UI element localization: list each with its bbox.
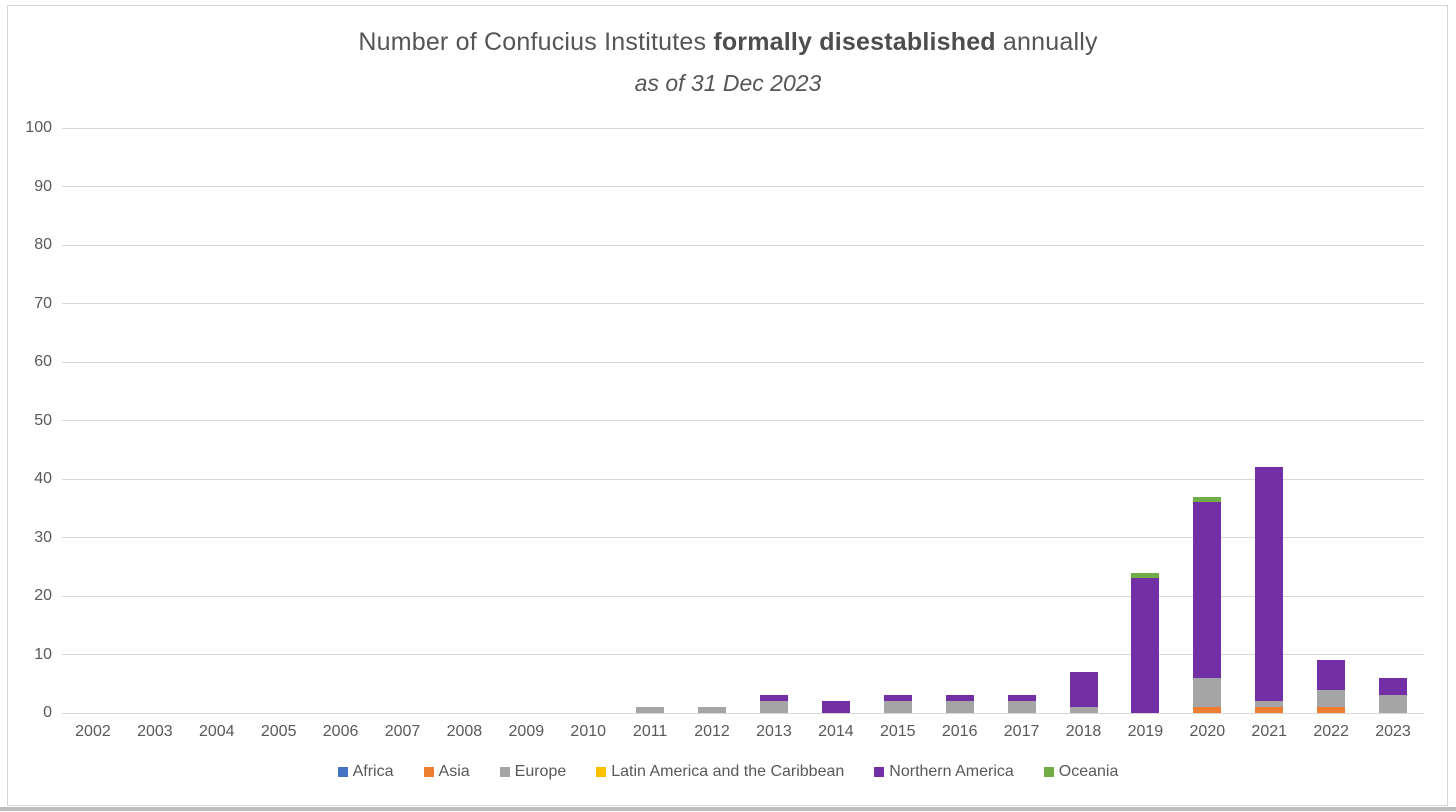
x-axis-label-2004: 2004 — [198, 723, 235, 740]
x-axis-label-2006: 2006 — [322, 723, 359, 740]
bar-segment-europe-2012 — [698, 707, 727, 713]
bar-segment-asia-2020 — [1193, 707, 1222, 713]
legend-label: Europe — [514, 763, 567, 780]
x-axis-label-2003: 2003 — [137, 723, 173, 740]
bar-segment-europe-2018 — [1069, 707, 1098, 713]
legend-item-latin-america-and-the-caribbean: Latin America and the Caribbean — [596, 763, 844, 781]
x-axis-label-2013: 2013 — [756, 723, 792, 740]
bar-segment-asia-2021 — [1255, 707, 1284, 713]
bar-segment-northern-america-2022 — [1317, 660, 1346, 690]
legend-swatch-icon — [596, 767, 607, 777]
gridline-40 — [62, 478, 1424, 480]
bar-segment-northern-america-2023 — [1379, 677, 1408, 696]
bar-segment-northern-america-2020 — [1193, 502, 1222, 678]
x-axis-label-2010: 2010 — [570, 723, 607, 740]
chart-frame — [7, 5, 1448, 806]
x-axis-label-2022: 2022 — [1313, 723, 1349, 740]
chart-title-part2: annually — [995, 28, 1098, 56]
bar-segment-asia-2022 — [1317, 707, 1346, 713]
bar-segment-europe-2023 — [1379, 695, 1408, 713]
y-axis-tick-label: 40 — [34, 470, 52, 487]
bar-segment-northern-america-2021 — [1255, 467, 1284, 702]
x-axis-label-2017: 2017 — [1003, 723, 1040, 740]
chart-legend: Africa Asia Europe Latin America and the Ca… — [0, 763, 1456, 781]
x-axis-label-2008: 2008 — [446, 723, 483, 740]
gridline-20 — [62, 595, 1424, 597]
bar-segment-northern-america-2018 — [1069, 672, 1098, 708]
y-axis-tick-label: 70 — [34, 294, 52, 312]
x-axis-label-2007: 2007 — [384, 723, 421, 740]
chart-title-bold: formally disestablished — [713, 28, 996, 56]
bar-segment-europe-2016 — [945, 701, 974, 713]
gridline-30 — [62, 537, 1424, 538]
y-axis-tick-label: 0 — [43, 704, 52, 721]
gridline-60 — [62, 361, 1424, 363]
legend-swatch-icon — [1043, 767, 1054, 777]
x-axis-label-2011: 2011 — [632, 723, 668, 740]
chart-title-part1: Number of Confucius Institutes — [358, 28, 714, 56]
gridline-100 — [62, 127, 1424, 129]
y-axis-tick-label: 10 — [34, 645, 52, 663]
gridline-70 — [62, 303, 1424, 304]
bar-segment-europe-2021 — [1255, 701, 1284, 708]
x-axis-label-2021: 2021 — [1251, 723, 1288, 740]
bar-segment-europe-2022 — [1317, 689, 1346, 708]
bar-segment-europe-2015 — [883, 701, 912, 713]
legend-label: Latin America and the Caribbean — [611, 763, 845, 780]
x-axis-label-2005: 2005 — [260, 723, 297, 740]
legend-item-asia: Asia — [423, 763, 470, 781]
bar-segment-europe-2017 — [1007, 701, 1036, 713]
x-axis-label-2014: 2014 — [818, 723, 854, 740]
x-axis-label-2023: 2023 — [1375, 723, 1411, 740]
y-axis-tick-label: 90 — [34, 177, 52, 195]
legend-swatch-icon — [423, 767, 434, 777]
legend-label: Oceania — [1058, 763, 1119, 780]
x-axis-label-2020: 2020 — [1189, 723, 1226, 740]
x-axis-label-2012: 2012 — [694, 723, 730, 740]
bar-segment-northern-america-2014 — [821, 701, 850, 713]
bar-segment-northern-america-2013 — [759, 695, 788, 702]
x-axis-label-2016: 2016 — [941, 723, 978, 740]
chart-title: Number of Confucius Institutes formally … — [0, 28, 1456, 57]
bar-segment-europe-2011 — [636, 707, 665, 713]
y-axis-tick-label: 30 — [34, 528, 52, 546]
y-axis-tick-label: 100 — [25, 119, 52, 136]
legend-item-northern-america: Northern America — [874, 763, 1014, 781]
legend-label: Africa — [352, 763, 394, 780]
legend-label: Northern America — [889, 763, 1014, 780]
x-axis-label-2002: 2002 — [75, 723, 111, 740]
x-axis-label-2019: 2019 — [1127, 723, 1164, 740]
gridline-50 — [62, 420, 1424, 421]
x-axis-label-2018: 2018 — [1065, 723, 1102, 740]
legend-label: Asia — [438, 763, 470, 780]
y-axis-tick-label: 80 — [34, 236, 52, 253]
bar-segment-oceania-2019 — [1131, 572, 1160, 579]
legend-item-oceania: Oceania — [1043, 763, 1119, 781]
legend-swatch-icon — [874, 767, 885, 777]
legend-item-europe: Europe — [499, 763, 567, 781]
bar-segment-northern-america-2017 — [1007, 695, 1036, 702]
bottom-divider — [0, 807, 1456, 811]
bar-segment-oceania-2020 — [1193, 496, 1222, 503]
bar-segment-europe-2020 — [1193, 677, 1222, 708]
bar-segment-northern-america-2019 — [1131, 578, 1160, 713]
gridline-10 — [62, 654, 1424, 655]
y-axis-tick-label: 20 — [34, 587, 52, 604]
bar-segment-northern-america-2016 — [945, 695, 974, 702]
gridline-90 — [62, 186, 1424, 187]
gridline-0 — [62, 712, 1424, 714]
bar-segment-northern-america-2015 — [883, 695, 912, 702]
x-axis-label-2009: 2009 — [508, 723, 545, 740]
legend-swatch-icon — [499, 767, 510, 777]
gridline-80 — [62, 244, 1424, 246]
y-axis-tick-label: 50 — [34, 411, 52, 429]
chart-subtitle: as of 31 Dec 2023 — [634, 70, 822, 96]
y-axis-tick-label: 60 — [34, 353, 52, 370]
legend-item-africa: Africa — [337, 763, 394, 781]
bar-segment-europe-2013 — [759, 701, 788, 713]
legend-swatch-icon — [337, 767, 348, 777]
x-axis-label-2015: 2015 — [879, 723, 916, 740]
